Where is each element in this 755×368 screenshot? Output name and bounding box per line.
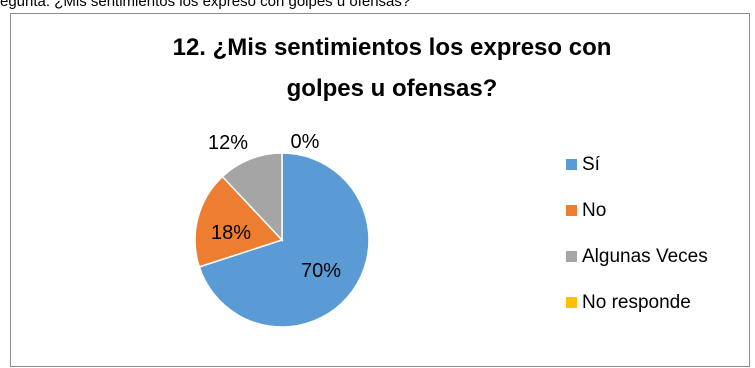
pie-slice-s	[198, 152, 370, 328]
legend-swatch-no-responde	[566, 297, 577, 308]
pie-slice-no	[194, 175, 284, 268]
legend-swatch-algunas-veces	[566, 251, 577, 262]
document-caption-fragment: egunta: ¿Mis sentimientos los expreso co…	[0, 0, 411, 10]
legend-label-s: Sí	[582, 154, 601, 175]
legend-label-no-responde: No responde	[582, 292, 691, 313]
chart-title-line-2: golpes u ofensas?	[287, 75, 498, 102]
chart-legend: Sí No Algunas Veces No responde	[566, 154, 708, 313]
percentage-labels: 70% 18% 12% 0%	[208, 131, 341, 282]
legend-swatch-no	[566, 205, 577, 216]
legend-swatch-s	[566, 159, 577, 170]
data-label-no-responde: 0%	[291, 131, 320, 153]
pie-slice-algunas-veces	[221, 152, 283, 242]
chart-title-line-1: 12. ¿Mis sentimientos los expreso con	[173, 34, 612, 61]
data-label-algunas-veces: 12%	[208, 132, 248, 154]
chart-frame	[10, 13, 750, 367]
data-label-s: 70%	[301, 260, 341, 282]
data-label-no: 18%	[211, 222, 251, 244]
pie-slices	[194, 152, 370, 328]
legend-label-no: No	[582, 200, 606, 221]
legend-label-algunas-veces: Algunas Veces	[582, 246, 708, 267]
